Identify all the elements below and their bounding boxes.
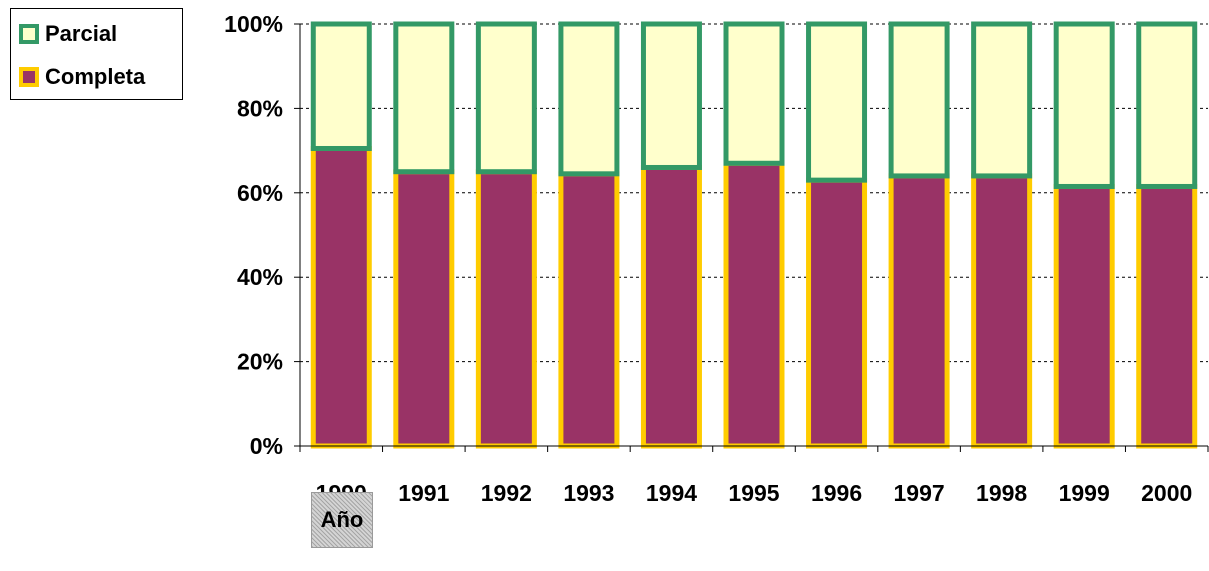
x-axis-title-box: Año: [311, 492, 373, 548]
bar-completa-1995: [723, 160, 785, 449]
y-tick-label: 0%: [250, 433, 283, 459]
bar-parcial-1995: [723, 21, 785, 166]
x-tick-label: 2000: [1141, 480, 1192, 506]
bar-completa-1997: [888, 173, 950, 449]
legend: Parcial Completa: [10, 8, 183, 100]
x-tick-label: 1998: [976, 480, 1027, 506]
bar-parcial-1996: [806, 21, 868, 183]
x-tick-label: 1997: [894, 480, 945, 506]
bar-completa-1996: [806, 177, 868, 449]
bar-completa-1990: [310, 145, 372, 449]
bar-completa-1993: [558, 171, 620, 449]
bar-completa-1994: [640, 164, 702, 449]
x-tick-label: 1992: [481, 480, 532, 506]
bar-completa-1999: [1053, 183, 1115, 449]
x-tick-label: 1996: [811, 480, 862, 506]
bar-parcial-1990: [310, 21, 372, 151]
bar-completa-2000: [1136, 183, 1198, 449]
bar-parcial-1999: [1053, 21, 1115, 189]
x-tick-label: 1999: [1059, 480, 1110, 506]
bar-completa-1992: [475, 169, 537, 449]
bar-parcial-1992: [475, 21, 537, 175]
bar-parcial-1994: [640, 21, 702, 170]
x-tick-label: 1995: [728, 480, 779, 506]
legend-swatch-completa: [19, 67, 39, 87]
bar-completa-1991: [393, 169, 455, 449]
legend-label-parcial: Parcial: [45, 21, 118, 46]
bar-parcial-2000: [1136, 21, 1198, 189]
bars: [310, 21, 1198, 449]
bar-parcial-1998: [971, 21, 1033, 179]
legend-label-completa: Completa: [45, 64, 146, 89]
x-tick-label: 1993: [563, 480, 614, 506]
bar-parcial-1993: [558, 21, 620, 177]
legend-item-completa: Completa: [19, 62, 145, 92]
axes: [294, 23, 1209, 452]
y-tick-label: 40%: [237, 264, 283, 290]
x-axis-title: Año: [320, 507, 364, 532]
y-tick-label: 20%: [237, 349, 283, 375]
y-tick-label: 80%: [237, 95, 283, 121]
y-tick-label: 100%: [224, 11, 283, 37]
bar-parcial-1991: [393, 21, 455, 175]
x-tick-labels: 1990199119921993199419951996199719981999…: [316, 480, 1193, 506]
x-tick-label: 1991: [398, 480, 449, 506]
legend-swatch-parcial: [19, 24, 39, 44]
x-tick-label: 1994: [646, 480, 697, 506]
legend-item-parcial: Parcial: [19, 19, 117, 49]
bar-parcial-1997: [888, 21, 950, 179]
bar-completa-1998: [971, 173, 1033, 449]
y-tick-labels: 0% 20% 40% 60% 80% 100%: [224, 11, 283, 459]
y-tick-label: 60%: [237, 180, 283, 206]
